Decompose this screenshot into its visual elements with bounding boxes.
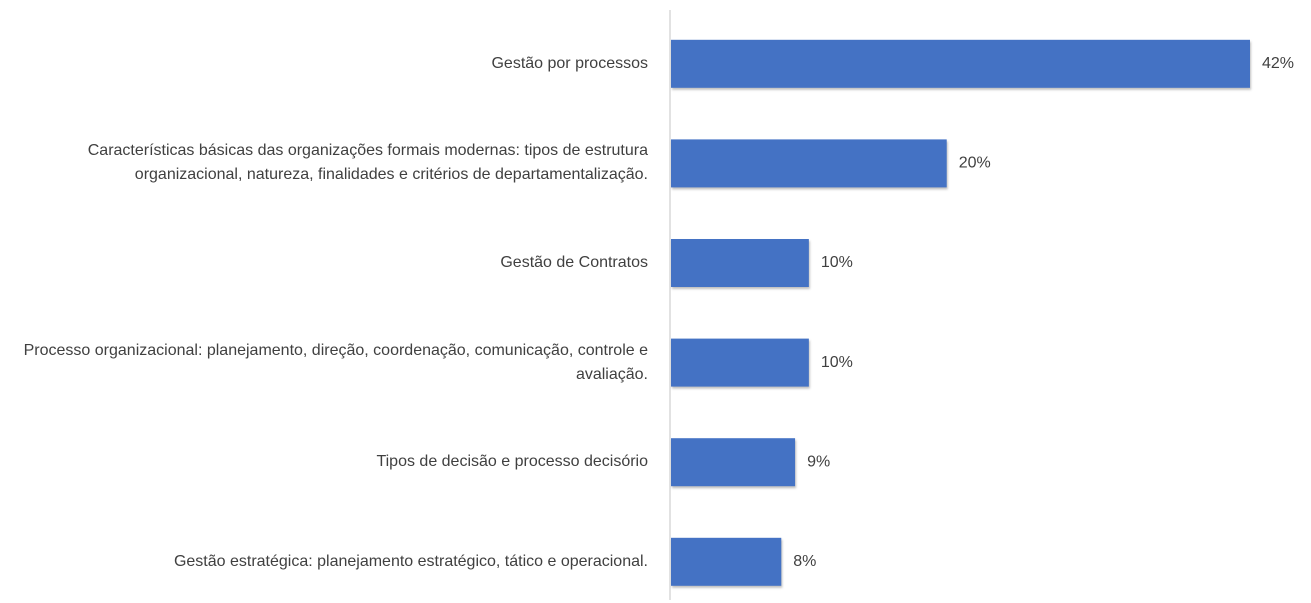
category-label-box: Características básicas das organizações… xyxy=(0,114,648,214)
bar xyxy=(671,39,1250,88)
category-label: Processo organizacional: planejamento, d… xyxy=(23,341,648,383)
value-label: 10% xyxy=(821,354,853,371)
category-label: Tipos de decisão e processo decisório xyxy=(376,453,648,471)
category-label: Características básicas das organizações… xyxy=(87,142,648,184)
bar xyxy=(671,438,796,487)
bar xyxy=(671,239,809,287)
category-label-box: Gestão estratégica: planejamento estraté… xyxy=(0,512,648,603)
bar xyxy=(671,338,809,387)
value-label: 42% xyxy=(1262,55,1294,72)
bar xyxy=(671,537,782,586)
category-label: Gestão por processos xyxy=(491,54,648,72)
category-label-box: Tipos de decisão e processo decisório xyxy=(0,412,648,512)
category-label: Gestão estratégica: planejamento estraté… xyxy=(173,552,648,570)
bar xyxy=(671,139,947,188)
value-label: 8% xyxy=(793,553,816,570)
value-label: 20% xyxy=(959,155,991,172)
category-label-box: Gestão por processos xyxy=(0,14,648,114)
value-label: 9% xyxy=(807,453,830,470)
category-label-box: Processo organizacional: planejamento, d… xyxy=(0,313,648,413)
category-label-box: Gestão de Contratos xyxy=(0,213,648,313)
value-label: 10% xyxy=(821,254,853,271)
category-label: Gestão de Contratos xyxy=(500,253,648,271)
